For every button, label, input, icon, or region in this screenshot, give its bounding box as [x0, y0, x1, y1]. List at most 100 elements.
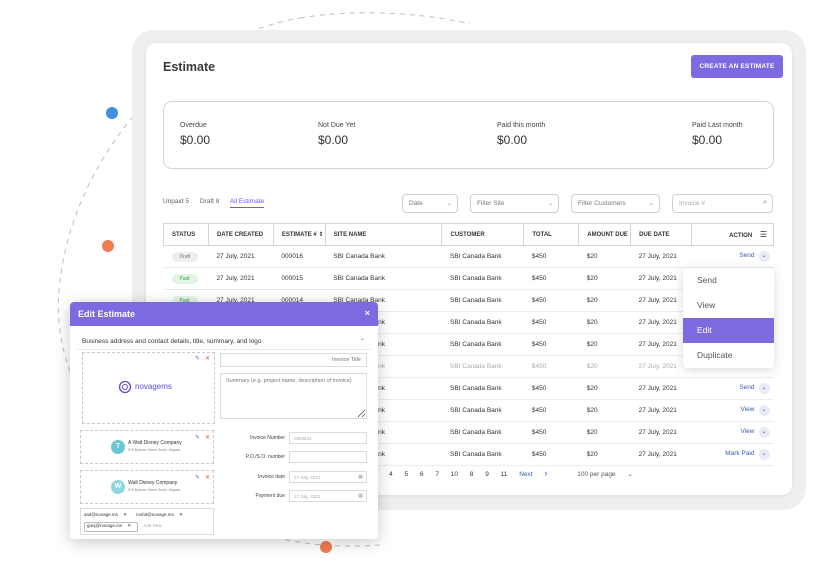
- po-number-field[interactable]: [289, 451, 367, 463]
- per-page-select[interactable]: 100 per page ⌄: [577, 471, 643, 478]
- cell-customer: SBI Canada Bank: [441, 421, 524, 444]
- tab-all-estimate[interactable]: All Estimate: [229, 198, 265, 208]
- chevron-down-icon[interactable]: ⌄: [758, 449, 770, 460]
- delete-x-icon[interactable]: ✕: [205, 356, 211, 362]
- cell-amount-due: $20: [578, 443, 631, 466]
- payment-due-field[interactable]: 27 July, 2021 ▦: [289, 490, 367, 502]
- invoice-title-input[interactable]: [220, 353, 367, 367]
- stat-not-due: Not Due Yet $0.00: [318, 122, 355, 147]
- date-filter[interactable]: Date ⌄: [402, 194, 458, 213]
- cell-total: $450: [523, 377, 579, 400]
- edit-pencil-icon[interactable]: ✎: [195, 475, 201, 481]
- page-5[interactable]: 5: [404, 471, 409, 478]
- cell-action: Mark Paid ⌄: [691, 443, 774, 466]
- customers-filter[interactable]: Filter Customers ⌄: [571, 194, 660, 213]
- chevron-down-icon: ⌄: [547, 201, 553, 207]
- cell-due-date: 27 July, 2021: [630, 289, 692, 312]
- invoice-number-field[interactable]: 0504534: [289, 432, 367, 444]
- menu-item-edit[interactable]: Edit: [683, 318, 774, 343]
- page-4[interactable]: 4: [389, 471, 393, 478]
- create-estimate-button[interactable]: CREATE AN ESTIMATE: [691, 55, 783, 78]
- logo-upload-box[interactable]: [82, 352, 215, 424]
- table-row[interactable]: Draft 27 July, 2021 000016 SBI Canada Bank S…: [163, 245, 774, 268]
- chevron-up-icon[interactable]: ⌃: [360, 339, 366, 345]
- cell-due-date: 27 July, 2021: [630, 421, 692, 444]
- col-total: TOTAL: [523, 223, 580, 246]
- cell-amount-due: $20: [578, 289, 631, 312]
- page-10[interactable]: 10: [450, 471, 458, 478]
- cell-due-date: 27 July, 2021: [630, 443, 692, 466]
- cell-site: SBI Canada Bank: [325, 267, 442, 290]
- tab-unpaid[interactable]: Unpaid 5: [163, 198, 190, 205]
- delete-x-icon[interactable]: ✕: [205, 435, 211, 441]
- cell-due-date: 27 July, 2021: [630, 399, 692, 422]
- col-site-name: SITE NAME: [324, 223, 443, 246]
- cell-due-date: 27 July, 2021: [630, 267, 692, 290]
- menu-item-view[interactable]: View: [697, 300, 716, 310]
- cell-amount-due: $20: [578, 355, 631, 378]
- menu-item-send[interactable]: Send: [697, 275, 717, 285]
- cell-action: View ⌄: [691, 421, 774, 444]
- page-9[interactable]: 9: [485, 471, 489, 478]
- menu-item-duplicate[interactable]: Duplicate: [697, 350, 733, 360]
- pagination: 4 5 6 7 10 8 9 11 Next › 100 per page ⌄: [389, 468, 653, 478]
- page-6[interactable]: 6: [419, 471, 424, 478]
- status-badge: Paid: [171, 273, 198, 284]
- orange-dot: [102, 240, 114, 252]
- invoice-search-input[interactable]: Invoice # ⌕: [672, 194, 773, 213]
- edit-estimate-modal: Edit Estimate ×: [70, 302, 378, 539]
- table-row[interactable]: Paid 27 July, 2021 000015 SBI Canada Bank SB…: [163, 267, 774, 290]
- address-line: 570 Bytham Street South Jingalta: [128, 448, 181, 452]
- action-link[interactable]: Mark Paid: [725, 450, 755, 457]
- cell-amount-due: $20: [578, 377, 631, 400]
- invoice-summary-input[interactable]: [220, 373, 367, 419]
- stat-value: $0.00: [180, 133, 211, 147]
- remove-chip-icon[interactable]: ✕: [127, 523, 132, 528]
- edit-pencil-icon[interactable]: ✎: [195, 435, 201, 441]
- email-chip-text: mohit@novage.ms: [136, 512, 174, 517]
- cell-total: $450: [523, 311, 579, 334]
- remove-chip-icon[interactable]: ✕: [179, 512, 183, 517]
- sort-icon[interactable]: ⇕: [318, 232, 324, 238]
- cell-customer: SBI Canada Bank: [441, 333, 524, 356]
- section-title: Business address and contact details, ti…: [82, 338, 262, 345]
- cell-customer: SBI Canada Bank: [441, 443, 524, 466]
- stat-overdue: Overdue $0.00: [180, 122, 210, 147]
- page-title: Estimate: [163, 60, 216, 74]
- col-estimate-num[interactable]: ESTIMATE # ⇕: [272, 223, 326, 246]
- chevron-down-icon[interactable]: ⌄: [758, 405, 770, 416]
- action-link[interactable]: View: [740, 406, 755, 413]
- email-chips-input[interactable]: atul@novage.ms ✕ mohit@novage.ms ✕ gunj@…: [80, 508, 214, 535]
- delete-x-icon[interactable]: ✕: [205, 475, 211, 481]
- edit-pencil-icon[interactable]: ✎: [195, 356, 201, 362]
- modal-header: Edit Estimate ×: [70, 302, 378, 326]
- close-icon[interactable]: ×: [364, 308, 370, 318]
- page-7[interactable]: 7: [435, 471, 439, 478]
- next-page-button[interactable]: Next ›: [519, 468, 557, 478]
- tab-draft[interactable]: Draft 8: [199, 198, 220, 205]
- invoice-date-field[interactable]: 27 July, 2021 ▦: [289, 471, 367, 483]
- chevron-down-icon[interactable]: ⌄: [758, 427, 770, 438]
- page-8[interactable]: 8: [469, 471, 474, 478]
- email-chip: mohit@novage.ms ✕: [136, 512, 187, 520]
- action-link[interactable]: Send: [739, 384, 755, 391]
- remove-chip-icon[interactable]: ✕: [123, 512, 127, 517]
- site-filter[interactable]: Filter Site ⌄: [470, 194, 559, 213]
- col-amount-due: AMOUNT DUE: [578, 223, 632, 246]
- settings-sliders-icon[interactable]: ☰: [759, 230, 767, 239]
- page-11[interactable]: 11: [500, 471, 508, 478]
- action-link[interactable]: Send: [739, 252, 755, 259]
- add-new-email[interactable]: Add New: [143, 523, 162, 528]
- cell-customer: SBI Canada Bank: [441, 245, 524, 268]
- col-customer: CUSTOMER: [441, 223, 525, 246]
- address-card-2[interactable]: W Walt Disney Company 570 Bytham Street …: [80, 470, 214, 504]
- blue-dot: [106, 107, 118, 119]
- stat-label: Not Due Yet: [318, 122, 356, 129]
- cell-due-date: 27 July, 2021: [630, 311, 692, 334]
- invoice-number-label: Invoice Number: [249, 435, 285, 441]
- action-link[interactable]: View: [740, 428, 755, 435]
- chevron-down-icon[interactable]: ⌄: [758, 383, 770, 394]
- calendar-icon: ▦: [358, 493, 363, 499]
- chevron-down-icon[interactable]: ⌄: [758, 251, 770, 262]
- address-card-1[interactable]: T A Walt Disney Company 570 Bytham Stree…: [80, 430, 214, 464]
